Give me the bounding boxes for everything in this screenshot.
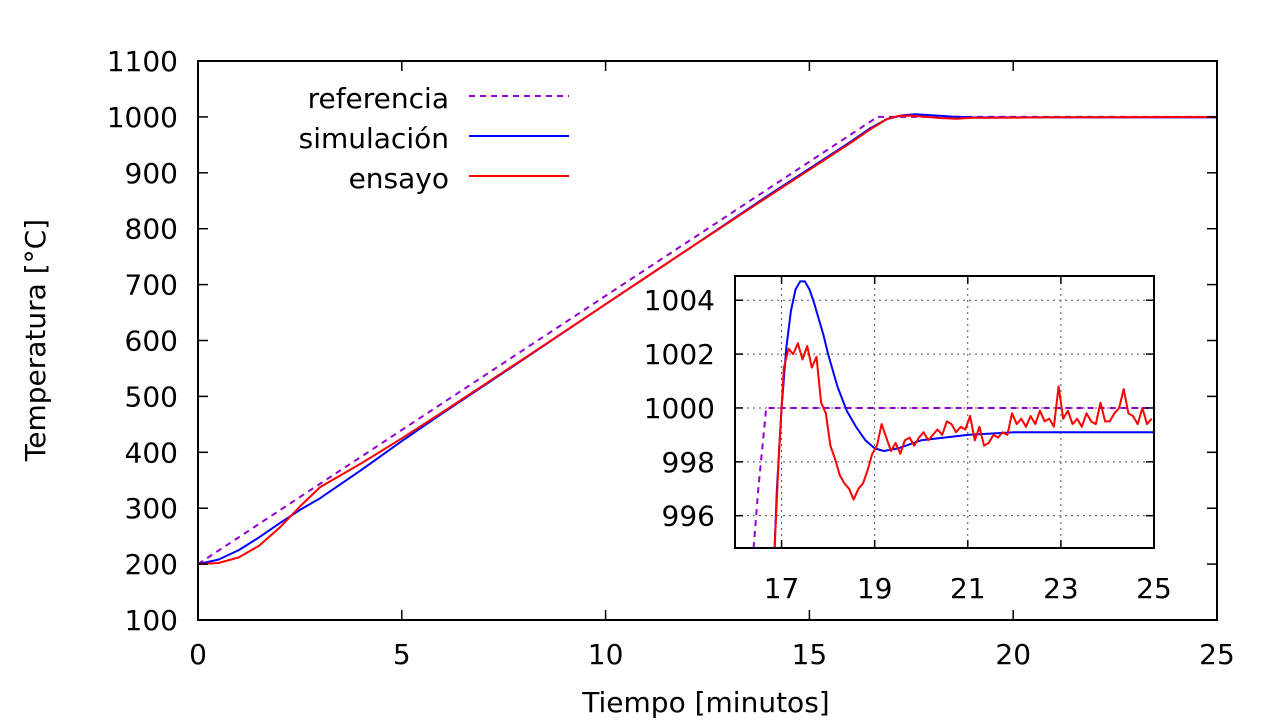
inset-y-tick-label-1000: 1000 xyxy=(644,392,715,425)
main-y-tick-label-100: 100 xyxy=(125,604,178,637)
main-y-tick-label-200: 200 xyxy=(125,548,178,581)
inset-y-tick-label-1004: 1004 xyxy=(644,284,715,317)
inset-series-line-ensayo xyxy=(773,342,1153,548)
main-y-tick-label-900: 900 xyxy=(125,157,178,190)
inset-y-tick-label-996: 996 xyxy=(662,500,715,533)
main-x-tick-label-20: 20 xyxy=(995,638,1031,671)
main-y-tick-label-500: 500 xyxy=(125,380,178,413)
main-y-tick-label-1000: 1000 xyxy=(107,101,178,134)
main-y-tick-label-700: 700 xyxy=(125,269,178,302)
main-x-tick-label-10: 10 xyxy=(588,638,624,671)
main-x-tick-label-15: 15 xyxy=(792,638,828,671)
inset-background xyxy=(735,276,1154,548)
inset-plot-frame xyxy=(734,275,1155,549)
inset-x-tick-label-17: 17 xyxy=(764,572,800,605)
legend-label-simulacion: simulación xyxy=(299,122,449,155)
inset-x-tick-label-19: 19 xyxy=(857,572,893,605)
main-y-tick-label-600: 600 xyxy=(125,325,178,358)
legend: referencia simulación ensayo xyxy=(299,82,569,195)
inset-y-tick-label-1002: 1002 xyxy=(644,338,715,371)
inset-series-line-referencia xyxy=(752,407,1154,548)
inset-y-tick-label-998: 998 xyxy=(662,446,715,479)
inset-x-tick-label-23: 23 xyxy=(1043,572,1079,605)
inset-grid xyxy=(735,276,1155,548)
inset-series-line-simulacion xyxy=(773,280,1154,548)
inset-series-group xyxy=(752,280,1154,548)
y-axis-title: Temperatura [°C] xyxy=(19,219,52,462)
main-x-tick-label-5: 5 xyxy=(393,638,411,671)
main-series-line-ensayo xyxy=(197,114,1218,566)
inset-x-tick-label-21: 21 xyxy=(950,572,986,605)
inset-x-tick-label-25: 25 xyxy=(1136,572,1172,605)
main-x-tick-label-0: 0 xyxy=(189,638,207,671)
main-y-tick-label-400: 400 xyxy=(125,436,178,469)
x-axis-title: Tiempo [minutos] xyxy=(581,686,829,719)
main-y-tick-label-300: 300 xyxy=(125,492,178,525)
legend-label-referencia: referencia xyxy=(308,82,449,115)
legend-label-ensayo: ensayo xyxy=(349,162,449,195)
main-y-tick-label-1100: 1100 xyxy=(107,45,178,78)
main-series-group xyxy=(197,113,1218,566)
main-x-tick-label-25: 25 xyxy=(1199,638,1235,671)
main-y-tick-label-800: 800 xyxy=(125,213,178,246)
inset-axis-ticks: 17 19 21 23 25 996 998 1000 1002 1004 xyxy=(644,276,1172,605)
main-axis-ticks: 0 5 10 15 20 25 100 200 300 400 500 600 700 800 900 100… xyxy=(107,45,1235,671)
